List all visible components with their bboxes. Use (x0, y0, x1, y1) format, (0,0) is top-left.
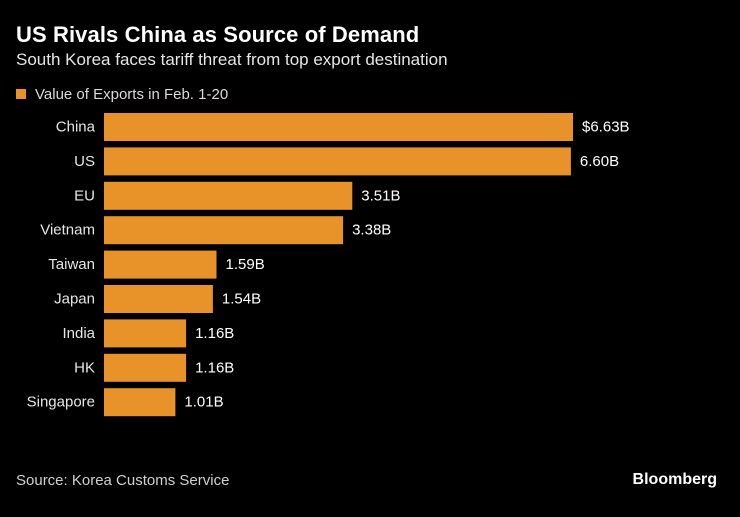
chart-title: US Rivals China as Source of Demand (16, 22, 420, 47)
value-label: 1.54B (222, 291, 261, 308)
bar-india (104, 319, 187, 348)
bar-singapore (104, 388, 176, 417)
category-label: Taiwan (48, 256, 95, 273)
chart-subtitle: South Korea faces tariff threat from top… (16, 50, 448, 69)
value-label: 1.16B (195, 325, 234, 342)
bar-hk (104, 353, 187, 382)
value-label: 1.16B (195, 359, 234, 376)
value-label: 6.60B (580, 153, 619, 170)
category-label: Singapore (27, 394, 95, 411)
bar-japan (104, 285, 213, 313)
value-label: $6.63B (582, 119, 630, 136)
category-label: US (74, 153, 95, 170)
category-label: HK (74, 359, 95, 376)
bar-eu (104, 181, 353, 210)
legend-swatch (16, 89, 26, 99)
bar-taiwan (104, 250, 217, 279)
bar-vietnam (104, 216, 344, 245)
legend: Value of Exports in Feb. 1-20 (16, 84, 228, 104)
bar-us (104, 147, 571, 176)
value-label: 1.01B (184, 394, 223, 411)
category-label: China (56, 119, 96, 136)
category-label: Japan (54, 291, 95, 308)
value-label: 3.51B (361, 187, 400, 204)
bloomberg-logo: Bloomberg (632, 471, 717, 488)
category-label: India (62, 325, 95, 342)
source-note: Source: Korea Customs Service (16, 472, 230, 489)
value-label: 1.59B (226, 256, 265, 273)
bar-china (104, 113, 573, 141)
category-label: EU (74, 187, 95, 204)
value-label: 3.38B (352, 222, 391, 239)
category-label: Vietnam (40, 222, 95, 239)
legend-label: Value of Exports in Feb. 1-20 (35, 85, 229, 103)
